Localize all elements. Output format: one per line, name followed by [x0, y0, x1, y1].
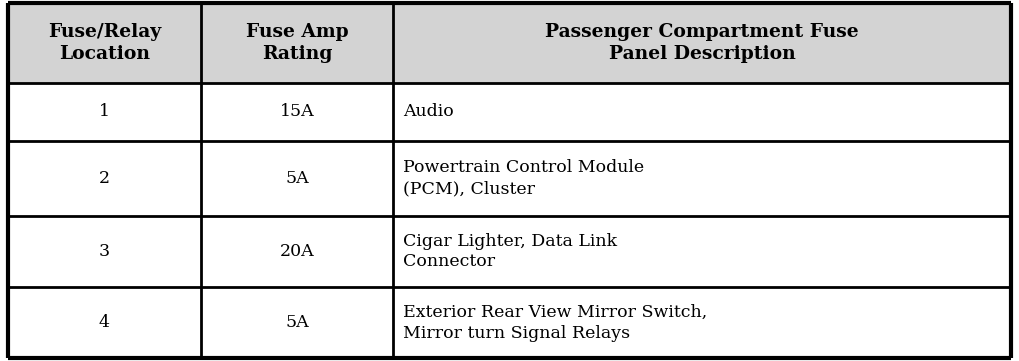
Bar: [393, 83, 1011, 140]
Bar: [201, 3, 393, 83]
Bar: [201, 83, 393, 140]
Bar: [8, 287, 201, 358]
Text: 4: 4: [99, 314, 110, 331]
Text: 15A: 15A: [279, 103, 314, 120]
Bar: [393, 3, 1011, 83]
Bar: [393, 287, 1011, 358]
Bar: [393, 216, 1011, 287]
Text: 5A: 5A: [285, 314, 309, 331]
Bar: [8, 140, 201, 216]
Text: 5A: 5A: [285, 170, 309, 187]
Bar: [8, 216, 201, 287]
Bar: [8, 83, 201, 140]
Text: Fuse Amp
Rating: Fuse Amp Rating: [246, 23, 348, 63]
Text: Audio: Audio: [404, 103, 454, 120]
Text: Passenger Compartment Fuse
Panel Description: Passenger Compartment Fuse Panel Descrip…: [545, 23, 859, 63]
Text: 3: 3: [99, 243, 110, 260]
Bar: [201, 140, 393, 216]
Bar: [201, 287, 393, 358]
Bar: [8, 3, 201, 83]
Text: 2: 2: [99, 170, 110, 187]
Bar: [201, 216, 393, 287]
Text: Powertrain Control Module
(PCM), Cluster: Powertrain Control Module (PCM), Cluster: [404, 159, 644, 197]
Text: Cigar Lighter, Data Link
Connector: Cigar Lighter, Data Link Connector: [404, 232, 618, 270]
Text: 20A: 20A: [279, 243, 314, 260]
Text: 1: 1: [99, 103, 110, 120]
Text: Fuse/Relay
Location: Fuse/Relay Location: [48, 23, 161, 63]
Text: Exterior Rear View Mirror Switch,
Mirror turn Signal Relays: Exterior Rear View Mirror Switch, Mirror…: [404, 304, 707, 342]
Bar: [393, 140, 1011, 216]
